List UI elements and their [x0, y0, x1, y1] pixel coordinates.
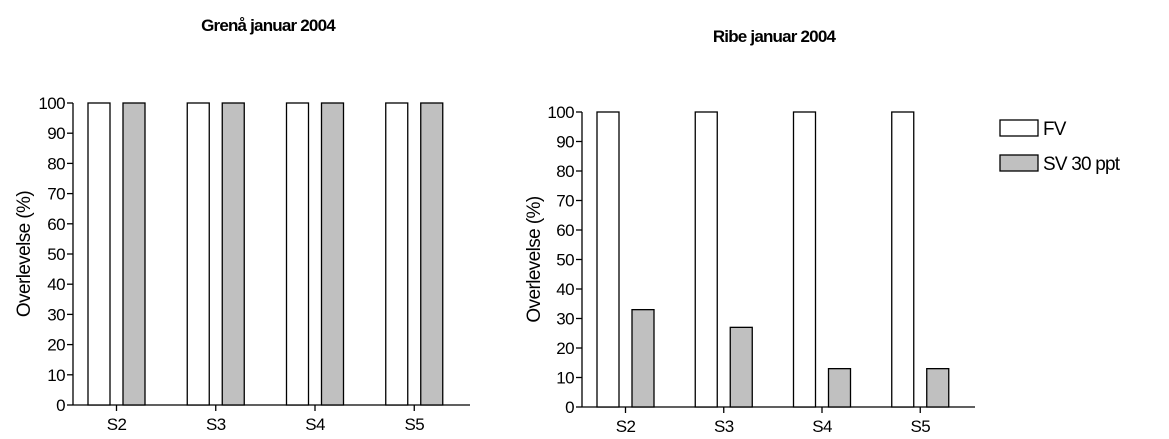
y-tick-label: 40: [556, 280, 574, 299]
y-tick-label: 0: [565, 398, 574, 417]
y-tick-label: 10: [47, 366, 65, 385]
bar-sv-30-ppt-s4: [827, 367, 852, 408]
bar-fv-s4: [285, 102, 310, 406]
x-tick-label-s3: S3: [714, 417, 734, 436]
x-tick-label-s4: S4: [305, 415, 325, 434]
y-tick-label: 60: [556, 221, 574, 240]
y-tick-label: 40: [47, 275, 65, 294]
bar-fv-s2: [596, 111, 620, 408]
x-tick-label-s3: S3: [206, 415, 226, 434]
y-tick-label: 60: [47, 215, 65, 234]
x-tick-label-s5: S5: [404, 415, 424, 434]
bar-sv-30-ppt-s3: [729, 326, 753, 408]
chart-1: Grenå januar 2004 Overlevelse (%) 0 10 20 30 4…: [14, 16, 470, 434]
bar-sv-30-ppt-s2: [631, 308, 655, 408]
legend-swatch: [999, 119, 1039, 137]
bar-fv-s2: [87, 102, 111, 406]
chart-2: Ribe januar 2004 Overlevelse (%) 0 10 20 30 40…: [524, 27, 1122, 436]
y-tick-label: 70: [556, 192, 574, 211]
bar-fv-s4: [792, 111, 817, 408]
y-axis-label: Overlevelse (%): [524, 196, 545, 322]
y-tick-label: 80: [556, 162, 574, 181]
y-tick-label: 20: [556, 339, 574, 358]
y-tick-label: 30: [556, 310, 574, 329]
bar-fv-s5: [891, 111, 915, 408]
x-tick-label-s2: S2: [616, 417, 636, 436]
bar-sv-30-ppt-s5: [926, 367, 950, 408]
x-tick-label-s4: S4: [812, 417, 832, 436]
chart-title: Ribe januar 2004: [713, 27, 837, 46]
y-tick-label: 80: [47, 154, 65, 173]
y-tick-label: 20: [47, 336, 65, 355]
y-tick-label: 0: [56, 396, 65, 415]
y-tick-label: 90: [47, 124, 65, 143]
bar-sv-30-ppt-s3: [221, 102, 245, 406]
y-tick-label: 30: [47, 305, 65, 324]
x-tick-label-s2: S2: [107, 415, 127, 434]
chart-title: Grenå januar 2004: [201, 16, 336, 35]
y-tick-label: 70: [47, 185, 65, 204]
bar-sv-30-ppt-s2: [122, 102, 146, 406]
y-tick-label: 90: [556, 133, 574, 152]
bar-fv-s3: [186, 102, 210, 406]
bar-sv-30-ppt-s5: [420, 102, 444, 406]
y-tick-label: 100: [38, 94, 65, 113]
legend-label: FV: [1043, 119, 1067, 140]
legend-swatch: [999, 154, 1039, 172]
y-tick-label: 100: [547, 103, 574, 122]
y-axis-label: Overlevelse (%): [14, 191, 35, 317]
bar-fv-s5: [385, 102, 409, 406]
y-tick-label: 50: [556, 251, 574, 270]
y-tick-label: 50: [47, 245, 65, 264]
bar-sv-30-ppt-s4: [320, 102, 345, 406]
legend: FV SV 30 ppt: [999, 119, 1122, 175]
bar-fv-s3: [694, 111, 718, 408]
legend-label: SV 30 ppt: [1043, 154, 1121, 175]
x-tick-label-s5: S5: [910, 417, 930, 436]
y-tick-label: 10: [556, 369, 574, 388]
